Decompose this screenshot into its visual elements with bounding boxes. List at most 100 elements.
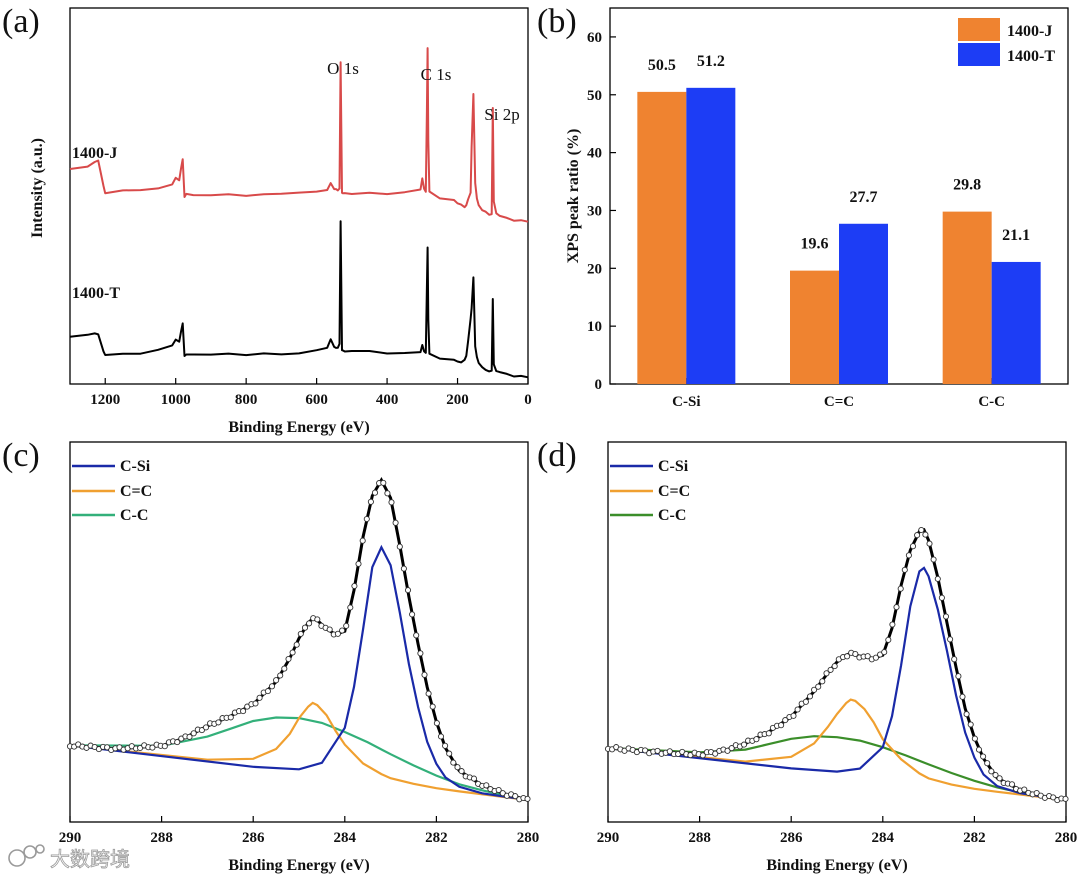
plot-frame-a <box>69 7 529 385</box>
data-point <box>240 708 247 715</box>
peak-label-c1s: C 1s <box>421 65 452 84</box>
legend-swatch-1400j <box>958 18 1000 41</box>
bar-value-label: 27.7 <box>850 189 878 206</box>
x-axis-title-d: Binding Energy (eV) <box>766 857 907 874</box>
x-tick-label: 282 <box>425 830 448 846</box>
curves-d <box>604 526 1069 804</box>
data-point <box>740 741 748 748</box>
x-tick-label-b: C-C <box>978 394 1005 410</box>
data-point <box>790 712 797 719</box>
data-point <box>359 537 366 544</box>
data-point <box>955 673 962 680</box>
data-point <box>806 693 814 700</box>
data-point <box>161 743 168 750</box>
x-tick-label: 280 <box>517 830 540 846</box>
data-point <box>425 690 432 697</box>
data-point <box>174 739 181 746</box>
bar-value-label: 51.2 <box>697 53 725 70</box>
data-point <box>273 677 280 684</box>
bar-1400-j-c-si <box>637 91 687 384</box>
watermark: 大数跨境 <box>8 844 130 871</box>
data-point <box>897 585 904 592</box>
x-tick-label-a: 0 <box>524 392 532 408</box>
x-tick-label-a: 1000 <box>161 392 191 408</box>
data-point <box>951 656 958 663</box>
watermark-logo-icon <box>8 844 45 867</box>
data-point <box>417 650 424 657</box>
data-point <box>1062 795 1069 802</box>
x-tick-label: 284 <box>872 830 895 846</box>
data-point <box>1021 786 1028 793</box>
data-point <box>495 786 502 794</box>
data-point <box>823 670 830 677</box>
data-point <box>470 775 478 782</box>
data-point <box>926 540 933 547</box>
data-point <box>922 531 929 538</box>
curve-c-eq-c <box>69 701 529 802</box>
data-point <box>186 733 193 740</box>
data-point <box>819 678 826 685</box>
data-point <box>429 703 436 710</box>
data-point <box>881 649 888 656</box>
x-tick-label: 282 <box>963 830 986 846</box>
y-tick-label-b: 0 <box>595 377 603 393</box>
bar-1400-j-c-c <box>942 211 992 384</box>
panel-label-d: (d) <box>537 437 577 474</box>
data-point <box>831 663 838 670</box>
x-tick-label-a: 400 <box>376 392 399 408</box>
bars-b: 50.5 51.2 19.6 27.7 29.8 21.1 <box>637 53 1041 384</box>
axes-b: 0 10 20 30 40 50 60 C-Si C=C C-C <box>587 30 1005 410</box>
data-point <box>334 630 341 637</box>
bar-value-label: 21.1 <box>1002 227 1030 244</box>
panel-d: 290 288 286 284 282 280 Binding Energy (eV) C… <box>597 441 1077 874</box>
data-point <box>437 733 445 740</box>
data-point <box>355 560 362 567</box>
data-point <box>794 706 801 713</box>
data-point <box>844 653 851 660</box>
panel-label-a: (a) <box>2 3 40 40</box>
data-point <box>388 499 395 506</box>
x-axis-c: 290 288 286 284 282 280 <box>59 816 540 846</box>
x-tick-label: 290 <box>59 830 82 846</box>
data-point <box>963 711 970 718</box>
data-point <box>947 636 954 643</box>
data-point <box>909 543 917 550</box>
series-label-1400t: 1400-T <box>72 285 120 302</box>
data-point <box>215 719 222 726</box>
panel-label-c: (c) <box>2 437 40 474</box>
data-point <box>728 745 735 752</box>
curve-1400-t <box>69 220 529 379</box>
data-point <box>971 735 978 742</box>
peak-label-si2p: Si 2p <box>484 105 519 124</box>
curve-c-si <box>607 566 1067 802</box>
data-point <box>285 655 292 663</box>
data-point <box>351 582 358 590</box>
plot-frame-c <box>69 441 529 823</box>
x-tick-label-a: 200 <box>446 392 469 408</box>
legend-label-c-si: C-Si <box>120 458 151 475</box>
x-tick-label-b: C=C <box>824 394 854 410</box>
series-label-1400j: 1400-J <box>72 145 117 162</box>
data-point <box>202 724 210 731</box>
data-point <box>980 753 987 760</box>
x-axis-d: 290 288 286 284 282 280 <box>597 816 1077 846</box>
peak-label-o1s: O 1s <box>327 59 359 78</box>
data-point <box>988 768 995 775</box>
data-point <box>297 630 304 637</box>
data-point <box>930 556 937 563</box>
data-point <box>281 665 288 672</box>
panel-label-b: (b) <box>537 3 577 40</box>
legend-label-c-c: C-C <box>658 507 686 524</box>
watermark-text: 大数跨境 <box>50 847 130 871</box>
data-point <box>442 742 449 749</box>
data-point <box>343 622 350 629</box>
data-point <box>400 565 407 572</box>
x-tick-label-a: 1200 <box>90 392 120 408</box>
data-point <box>404 587 412 594</box>
data-point <box>227 714 234 721</box>
data-point <box>712 750 719 757</box>
data-point <box>198 727 205 734</box>
data-point <box>380 479 387 486</box>
y-axis-title-b: XPS peak ratio (%) <box>565 129 582 264</box>
